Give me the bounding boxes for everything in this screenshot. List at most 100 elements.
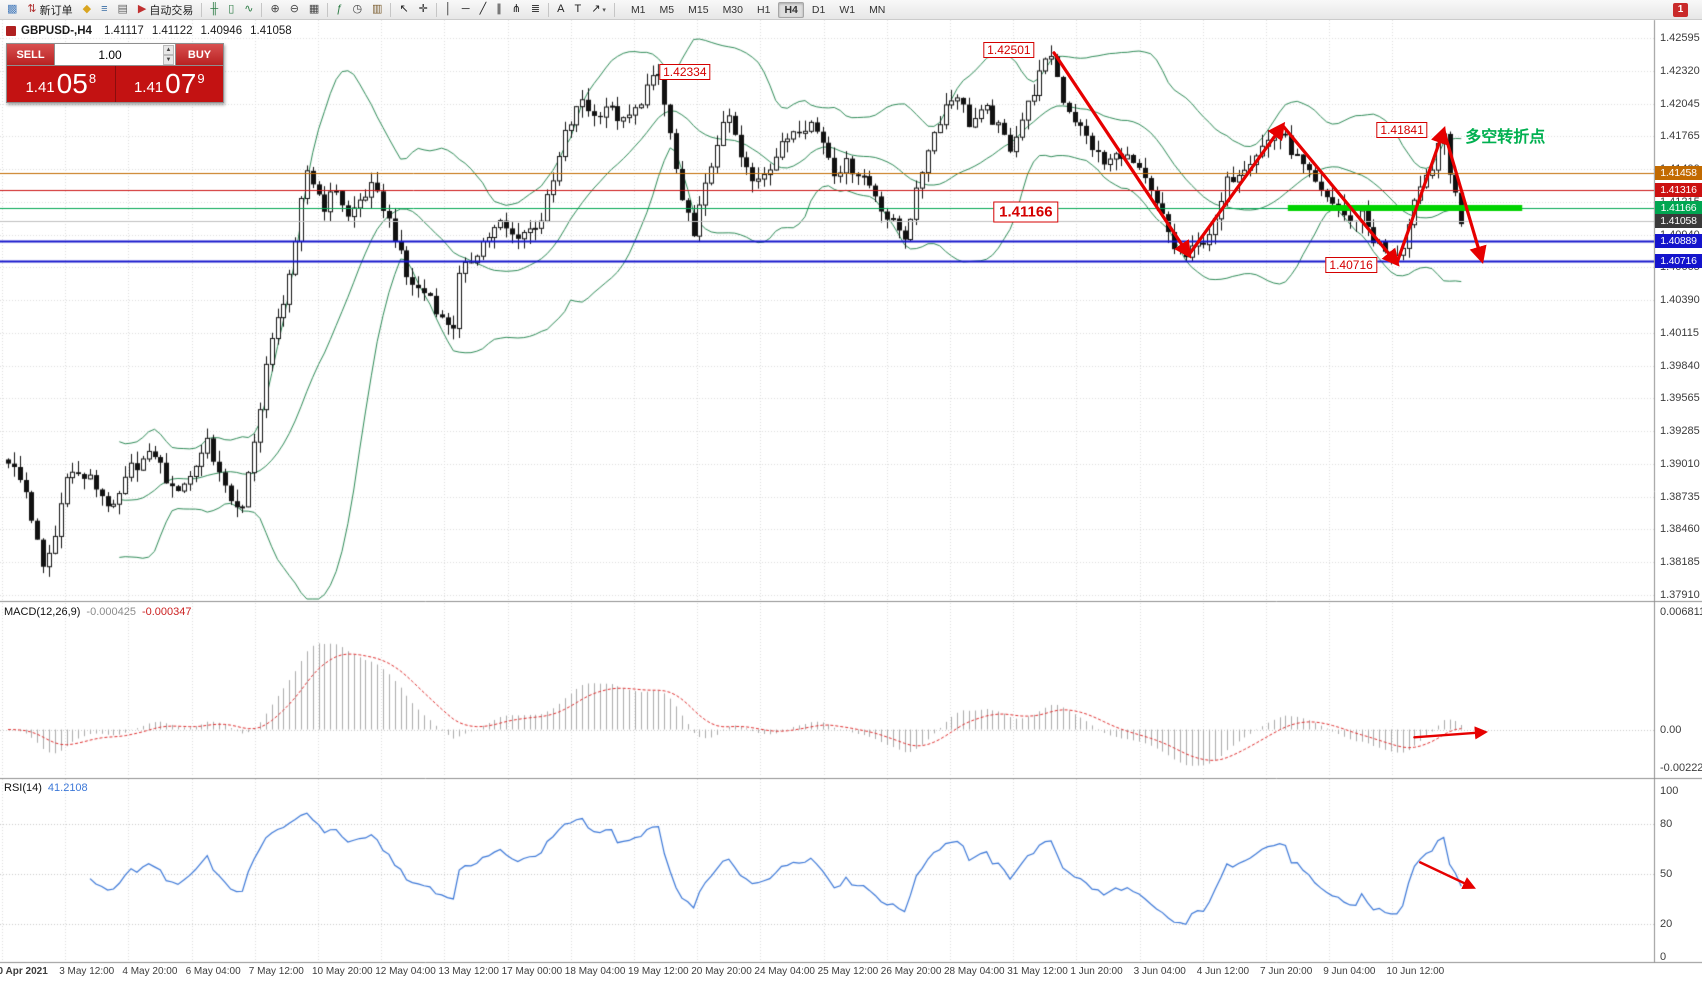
time-axis-label: 31 May 12:00 xyxy=(1007,966,1068,977)
macd-signal-value: -0.000347 xyxy=(141,606,192,618)
ohlc-high: 1.41122 xyxy=(151,25,193,37)
rsi-name: RSI(14) xyxy=(4,782,42,794)
symbol-title: GBPUSD-,H4 xyxy=(21,25,92,37)
new-order-button: ⇅ xyxy=(27,3,37,15)
new-chart-icon[interactable]: ▩ xyxy=(3,0,21,19)
cursor-icon: ↖ xyxy=(399,3,409,15)
periods-icon[interactable]: ◷ xyxy=(348,0,366,19)
new-order-button[interactable]: ⇅ 新订单 xyxy=(23,0,76,19)
fibonacci-icon[interactable]: ≣ xyxy=(527,0,544,19)
vertical-line-icon[interactable]: │ xyxy=(441,0,456,19)
macd-main-value: -0.000425 xyxy=(86,606,136,618)
timeframe-h4[interactable]: H4 xyxy=(778,1,804,18)
price-axis-label: 1.37910 xyxy=(1660,589,1700,601)
zoom-out-icon: ⊖ xyxy=(289,3,299,15)
autotrading-button-label: 自动交易 xyxy=(149,4,194,17)
time-axis-label: 3 May 12:00 xyxy=(59,966,115,977)
chart-window-icon xyxy=(6,26,16,36)
time-axis-label: 3 Jun 04:00 xyxy=(1133,966,1186,977)
data-window-icon[interactable]: ▤ xyxy=(114,0,132,19)
timeframe-mn[interactable]: MN xyxy=(869,3,886,16)
new-order-button-label: 新订单 xyxy=(39,4,73,17)
sell-button[interactable]: SELL xyxy=(7,44,54,65)
price-axis-label: 1.38735 xyxy=(1660,490,1700,503)
templates-icon: ▥ xyxy=(372,3,383,15)
price-axis-label: 1.42045 xyxy=(1660,97,1700,110)
price-axis-label: 1.40390 xyxy=(1660,294,1700,307)
line-chart-icon: ∿ xyxy=(244,3,254,15)
label-icon[interactable]: T xyxy=(570,0,585,19)
line-chart-icon[interactable]: ∿ xyxy=(240,0,257,19)
price-tag: 1.41166 xyxy=(1655,200,1702,215)
price-annotation[interactable]: 1.41166 xyxy=(993,201,1059,223)
autotrading-button[interactable]: ▶ 自动交易 xyxy=(134,0,197,19)
crosshair-icon[interactable]: ✛ xyxy=(415,0,432,19)
price-annotation[interactable]: 1.40716 xyxy=(1325,256,1377,273)
candlestick-chart-icon[interactable]: ▯ xyxy=(224,0,238,19)
timeframe-d1[interactable]: D1 xyxy=(811,3,826,16)
zoom-in-icon[interactable]: ⊕ xyxy=(266,0,283,19)
toolbar-separator xyxy=(435,2,437,17)
toolbar-separator xyxy=(548,2,550,17)
time-axis-label: 7 May 12:00 xyxy=(248,966,304,977)
timeframe-m5[interactable]: M5 xyxy=(659,3,675,16)
price-annotation[interactable]: 1.42334 xyxy=(659,64,711,80)
price-axis-label: 1.39840 xyxy=(1660,359,1700,372)
scripts-icon[interactable]: ◆ xyxy=(79,0,95,19)
trendline-icon[interactable]: ╱ xyxy=(476,0,491,19)
lot-size-input[interactable] xyxy=(55,44,175,65)
timeframe-w1[interactable]: W1 xyxy=(839,3,856,16)
time-axis-label: 9 Jun 04:00 xyxy=(1323,966,1376,977)
ohlc-close: 1.41058 xyxy=(250,25,292,37)
price-annotation[interactable]: 1.41841 xyxy=(1376,122,1428,139)
ohlc-low: 1.40946 xyxy=(200,25,243,37)
indicator-axis-label: 50 xyxy=(1660,868,1673,880)
indicator-axis-label: 0.00 xyxy=(1660,723,1682,736)
rsi-indicator-label: RSI(14) 41.2108 xyxy=(4,782,88,794)
toolbar-separator xyxy=(261,2,263,17)
pitchfork-icon[interactable]: ⋔ xyxy=(508,0,525,19)
timeframe-m15[interactable]: M15 xyxy=(688,3,709,16)
time-axis: 30 Apr 2021 3 May 12:00 4 May 20:00 6 May 0… xyxy=(0,963,1700,986)
text-icon[interactable]: A xyxy=(553,0,568,19)
buy-price[interactable]: 1.41 07 9 xyxy=(114,66,223,102)
market-watch-icon[interactable]: ≡ xyxy=(97,0,111,19)
timeframe-h1[interactable]: H1 xyxy=(757,3,771,16)
time-axis-label: 24 May 04:00 xyxy=(754,966,815,977)
price-axis-label: 1.40115 xyxy=(1660,326,1699,339)
lot-increase-button[interactable]: ▲ xyxy=(163,45,174,55)
tile-windows-icon[interactable]: ▦ xyxy=(305,0,323,19)
price-tag: 1.40716 xyxy=(1655,254,1702,269)
lot-decrease-button[interactable]: ▼ xyxy=(163,55,174,65)
templates-icon[interactable]: ▥ xyxy=(368,0,386,19)
time-axis-label: 13 May 12:00 xyxy=(438,966,499,977)
price-axis-label: 1.39010 xyxy=(1660,457,1700,470)
tile-windows-icon: ▦ xyxy=(308,3,320,15)
cursor-icon[interactable]: ↖ xyxy=(395,0,412,19)
new-chart-icon: ▩ xyxy=(7,3,18,15)
chart-note-text[interactable]: 多空转折点 xyxy=(1465,129,1546,146)
price-axis-label: 1.39285 xyxy=(1660,425,1700,438)
indicators-icon[interactable]: ƒ xyxy=(332,0,346,19)
bar-chart-icon[interactable]: ╫ xyxy=(206,0,222,19)
zoom-out-icon[interactable]: ⊖ xyxy=(286,0,303,19)
sell-price-big: 05 xyxy=(56,68,88,99)
horizontal-line-icon[interactable]: ─ xyxy=(458,0,474,19)
channel-icon[interactable]: ∥ xyxy=(492,0,506,19)
bar-chart-icon: ╫ xyxy=(210,3,219,15)
toolbar: ▩ ⇅ 新订单 ◆ ≡ ▤ ▶ 自动交易 ╫ ▯ ∿ ⊕ ⊖ ▦ ƒ ◷ ▥ ↖ ✛ │ ─ ╱ ∥ ⋔ ≣ A T ↗ ▾ M1 M5 M1… xyxy=(0,0,1702,20)
indicator-axis-label: 0 xyxy=(1660,951,1667,963)
timeframe-m30[interactable]: M30 xyxy=(722,3,743,16)
macd-name: MACD(12,26,9) xyxy=(4,606,81,618)
text-icon: A xyxy=(557,3,565,15)
crosshair-icon: ✛ xyxy=(418,3,428,15)
shapes-icon[interactable]: ↗ ▾ xyxy=(587,0,610,19)
sell-price[interactable]: 1.41 05 8 xyxy=(7,66,115,102)
price-annotation[interactable]: 1.42501 xyxy=(983,42,1035,58)
buy-button[interactable]: BUY xyxy=(176,44,223,65)
horizontal-line-icon: ─ xyxy=(461,3,470,15)
timeframe-m1[interactable]: M1 xyxy=(630,3,646,16)
time-axis-label: 12 May 04:00 xyxy=(375,966,436,977)
charts-count-badge[interactable]: 1 xyxy=(1673,2,1688,17)
